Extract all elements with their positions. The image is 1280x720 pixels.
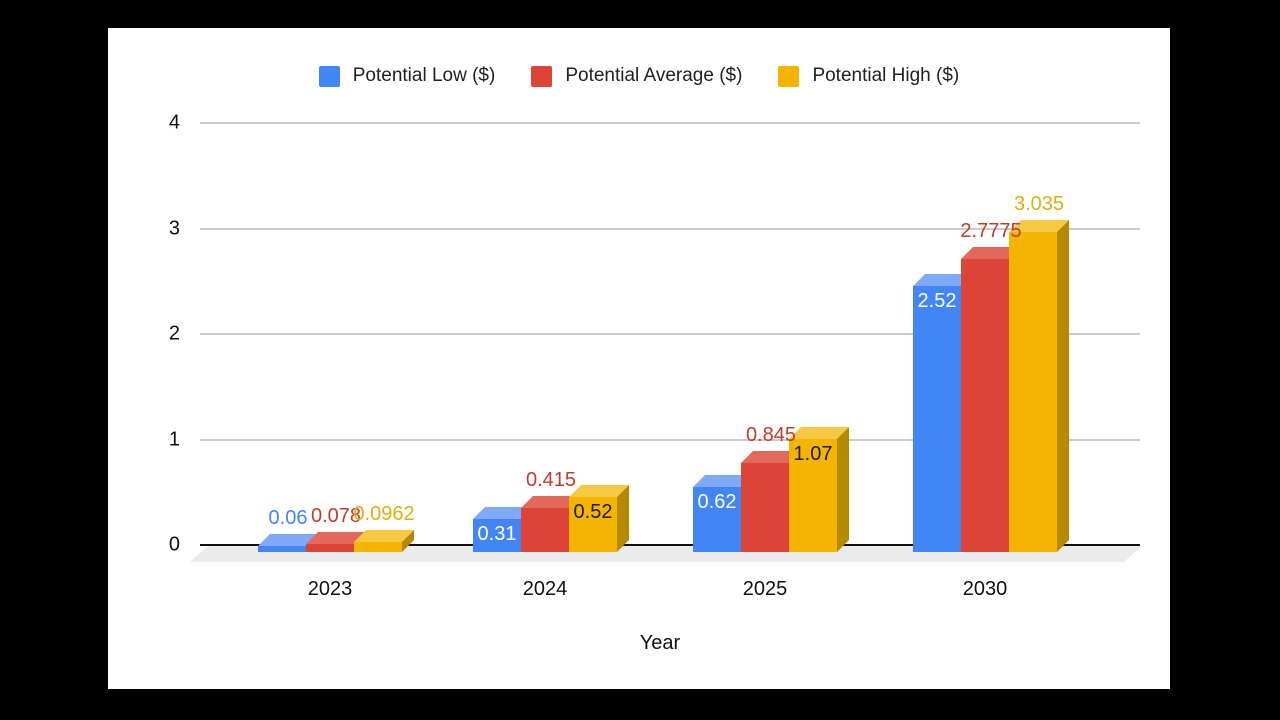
chart-floor: [190, 546, 1142, 562]
y-tick-label: 4: [168, 111, 180, 134]
y-tick-label: 3: [168, 217, 180, 240]
x-axis-line: [200, 544, 1140, 546]
bar-top-face: [693, 475, 753, 487]
bar-side-face: [617, 485, 629, 552]
bar-top-face: [961, 247, 1021, 259]
y-tick-label: 2: [168, 322, 180, 345]
legend-swatch-icon: [778, 65, 800, 87]
bar-potential-high--2023: [354, 542, 402, 552]
bar-top-face: [569, 485, 629, 497]
gridline-y3: [200, 228, 1140, 230]
bar-value-label: 0.06: [268, 507, 308, 529]
x-tick-label: 2025: [742, 578, 788, 600]
legend-item-2: Potential Average ($): [531, 65, 742, 87]
legend: Potential Low ($) Potential Average ($) Po…: [108, 64, 1170, 88]
bar-value-label: 0.078: [310, 505, 362, 527]
bar-potential-average--2025: [741, 463, 789, 552]
x-tick-label: 2024: [522, 578, 568, 600]
legend-swatch-icon: [318, 65, 340, 87]
legend-item-3: Potential High ($): [778, 65, 959, 87]
legend-swatch-icon: [531, 65, 553, 87]
gridline-y4: [200, 122, 1140, 124]
bar-side-face: [837, 427, 849, 552]
bar-potential-high--2030: [1009, 232, 1057, 552]
bar-value-label: 1.07: [793, 443, 833, 465]
bar-potential-high--2024: [569, 497, 617, 552]
bar-value-label: 3.035: [1013, 193, 1065, 215]
bar-side-face: [1057, 220, 1069, 552]
bar-value-label: 0.845: [745, 424, 797, 446]
x-axis-title: Year: [639, 632, 681, 654]
bar-value-label: 2.7775: [960, 220, 1022, 242]
gridline-y2: [200, 333, 1140, 335]
bar-top-face: [473, 507, 533, 519]
bar-top-face: [306, 532, 366, 544]
x-tick-label: 2030: [962, 578, 1008, 600]
bar-value-label: 0.415: [525, 469, 577, 491]
bar-potential-average--2030: [961, 259, 1009, 552]
bar-top-face: [354, 530, 414, 542]
bar-top-face: [741, 451, 801, 463]
bar-potential-low--2030: [913, 286, 961, 552]
bar-value-label: 0.31: [477, 523, 517, 545]
bar-value-label: 2.52: [917, 290, 957, 312]
bar-top-face: [1009, 220, 1069, 232]
bar-top-face: [913, 274, 973, 286]
chart-card: Potential Low ($) Potential Average ($) Po…: [108, 28, 1170, 689]
gridline-y1: [200, 439, 1140, 441]
bar-value-label: 0.62: [697, 491, 737, 513]
bar-value-label: 0.52: [573, 501, 613, 523]
bar-top-face: [521, 496, 581, 508]
legend-label: Potential High ($): [812, 65, 960, 86]
plot-area: Year 0 1 2 3 4 2023 2024 2025 2030 0.06 0.31 0.62 2.…: [108, 28, 1170, 689]
legend-label: Potential Average ($): [565, 65, 743, 86]
bar-potential-low--2023: [258, 546, 306, 552]
y-tick-label: 1: [168, 428, 180, 451]
x-tick-label: 2023: [307, 578, 353, 600]
bar-potential-high--2025: [789, 439, 837, 552]
bar-potential-average--2023: [306, 544, 354, 552]
legend-label: Potential Low ($): [352, 65, 496, 86]
bar-value-label: 0.0962: [353, 503, 415, 525]
bar-top-face: [258, 534, 318, 546]
y-tick-label: 0: [168, 533, 180, 556]
bar-top-face: [789, 427, 849, 439]
bar-potential-average--2024: [521, 508, 569, 552]
bar-potential-low--2024: [473, 519, 521, 552]
bar-potential-low--2025: [693, 487, 741, 552]
legend-item-1: Potential Low ($): [318, 65, 496, 87]
